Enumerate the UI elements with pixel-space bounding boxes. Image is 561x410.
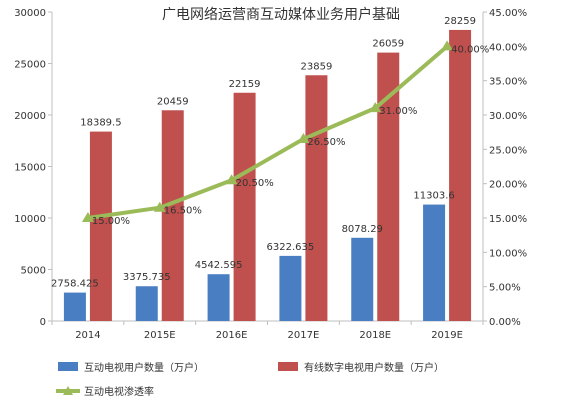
y-right-tick-label: 35.00% xyxy=(489,77,527,88)
y-right-tick-label: 10.00% xyxy=(489,248,527,259)
x-tick-label: 2016E xyxy=(216,330,248,341)
y-right-tick-label: 15.00% xyxy=(489,214,527,225)
x-tick-label: 2019E xyxy=(431,330,463,341)
bar-value-label: 20459 xyxy=(157,96,189,107)
y-left-tick-label: 0 xyxy=(40,317,46,328)
legend: 互动电视用户数量（万户） 有线数字电视用户数量（万户） 互动电视渗透率 xyxy=(56,361,444,398)
line-value-label: 31.00% xyxy=(379,106,417,117)
y-right-tick-label: 25.00% xyxy=(489,145,527,156)
y-left-tick-label: 10000 xyxy=(14,214,46,225)
bar-value-label: 22159 xyxy=(229,79,261,90)
bar-value-label: 28259 xyxy=(444,16,476,27)
line-value-label: 15.00% xyxy=(92,216,130,227)
bar-series-2 xyxy=(161,110,184,321)
y-left-tick-label: 15000 xyxy=(14,163,46,174)
line-marker xyxy=(369,102,382,113)
y-left-tick-label: 5000 xyxy=(21,266,46,277)
y-right-tick-label: 0.00% xyxy=(489,317,521,328)
y-right-tick-label: 5.00% xyxy=(489,283,521,294)
line-value-label: 20.50% xyxy=(236,178,274,189)
line-marker xyxy=(297,133,310,144)
bar-series-2 xyxy=(305,75,328,322)
x-tick-label: 2017E xyxy=(288,330,320,341)
y-left-tick-label: 20000 xyxy=(14,111,46,122)
legend-label: 互动电视用户数量（万户） xyxy=(84,361,204,374)
legend-label: 有线数字电视用户数量（万户） xyxy=(304,361,444,374)
line-marker xyxy=(153,201,166,212)
axes: 0 5000 10000 15000 20000 25000 30000 0.00% 5.00%… xyxy=(14,8,527,341)
line-marker xyxy=(225,174,238,185)
x-tick-label: 2015E xyxy=(144,330,176,341)
bar-value-label: 18389.5 xyxy=(80,118,121,129)
bar-value-label: 2758.425 xyxy=(51,279,99,290)
line-value-label: 40.00% xyxy=(451,44,489,55)
bar-value-label: 26059 xyxy=(372,39,404,50)
line-value-label: 26.50% xyxy=(307,137,345,148)
chart-title: 广电网络运营商互动媒体业务用户基础 xyxy=(162,6,400,23)
y-right-tick-label: 45.00% xyxy=(489,8,527,19)
data-labels: 2758.425 3375.735 4542.595 6322.635 8078.29 1… xyxy=(51,16,489,290)
line-marker xyxy=(81,212,94,222)
line-marker xyxy=(441,40,454,51)
y-right-tick-label: 40.00% xyxy=(489,42,527,53)
bars xyxy=(63,29,472,322)
bar-series-1 xyxy=(135,286,158,321)
bar-series-2 xyxy=(89,131,112,321)
bar-value-label: 23859 xyxy=(301,61,333,72)
legend-swatch xyxy=(58,362,78,371)
y-right-tick-label: 20.00% xyxy=(489,180,527,191)
bar-value-label: 11303.6 xyxy=(413,191,454,202)
bar-value-label: 6322.635 xyxy=(267,242,315,253)
y-left-tick-label: 25000 xyxy=(14,60,46,71)
bar-value-label: 3375.735 xyxy=(123,272,171,283)
bar-value-label: 8078.29 xyxy=(342,224,383,235)
x-tick-label: 2014 xyxy=(75,330,100,341)
bar-series-2 xyxy=(377,52,400,322)
bar-series-1 xyxy=(207,274,230,321)
legend-swatch xyxy=(278,362,298,371)
y-right-tick-label: 30.00% xyxy=(489,111,527,122)
bar-series-1 xyxy=(63,292,86,321)
legend-marker xyxy=(63,386,73,395)
legend-label: 互动电视渗透率 xyxy=(84,385,154,398)
x-tick-label: 2018E xyxy=(359,330,391,341)
bar-value-label: 4542.595 xyxy=(195,260,243,271)
bar-series-1 xyxy=(351,237,374,321)
bar-series-2 xyxy=(449,29,472,321)
bar-series-1 xyxy=(423,204,446,321)
penetration-line xyxy=(87,44,449,220)
y-left-tick-label: 30000 xyxy=(14,8,46,19)
bar-series-1 xyxy=(279,255,302,321)
line-value-label: 16.50% xyxy=(164,206,202,217)
bar-series-2 xyxy=(233,92,256,321)
line-series xyxy=(81,40,454,222)
